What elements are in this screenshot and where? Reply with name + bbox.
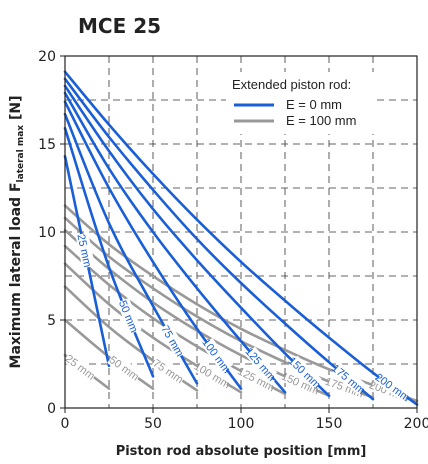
legend-title: Extended piston rod: (232, 77, 351, 92)
curve-e0-125mm (63, 91, 287, 394)
chart-title: MCE 25 (78, 14, 161, 38)
curve-label-bg (326, 374, 363, 399)
x-tick-label: 100 (228, 416, 255, 432)
y-axis-title-subscript: lateral max (16, 125, 26, 183)
curve-label-bg (375, 371, 411, 402)
curve-e100-50mm (63, 318, 155, 390)
curve-label-bg (107, 352, 143, 383)
legend-label-e0: E = 0 mm (286, 97, 342, 112)
curve-e0-200mm (63, 70, 419, 406)
ticks: 0 50 100 150 200 0 5 10 15 20 (38, 49, 428, 432)
curve-label-bg (288, 355, 322, 389)
curve-e100-175mm (63, 216, 375, 399)
curve-label-bg (282, 369, 319, 396)
y-axis-title-main: Maximum lateral load F (8, 182, 24, 368)
x-tick-label: 50 (144, 416, 162, 432)
y-axis-title: Maximum lateral load Flateral max [N] (8, 96, 26, 369)
curve-label-bg (194, 360, 231, 389)
y-tick-label: 0 (47, 401, 56, 417)
curve-e0-150mm (63, 84, 331, 397)
x-tick-label: 150 (316, 416, 343, 432)
y-axis-title-unit: [N] (8, 96, 24, 125)
y-tick-label: 10 (38, 225, 56, 241)
curve-label-bg (63, 351, 99, 382)
curve-label-bg (245, 346, 278, 381)
legend: Extended piston rod: E = 0 mm E = 100 mm (226, 72, 376, 134)
legend-label-e100: E = 100 mm (286, 113, 356, 128)
y-tick-label: 5 (47, 313, 56, 329)
curve-label-bg (150, 355, 187, 386)
curve-label-bg (238, 364, 275, 393)
curve-e0-50mm (63, 126, 155, 378)
curve-label-bg (75, 232, 96, 269)
x-axis-title: Piston rod absolute position [mm] (116, 444, 367, 459)
x-tick-label: 200 (404, 416, 428, 432)
legend-background (226, 72, 376, 134)
curve-label-bg (116, 297, 142, 335)
curve-label-bg (201, 337, 233, 373)
curve-label-bg (159, 322, 188, 359)
x-tick-label: 0 (61, 416, 70, 432)
curve-e0-175mm (63, 77, 375, 401)
y-tick-label: 15 (38, 137, 56, 153)
curve-label-bg (331, 362, 367, 395)
y-tick-label: 20 (38, 49, 56, 65)
